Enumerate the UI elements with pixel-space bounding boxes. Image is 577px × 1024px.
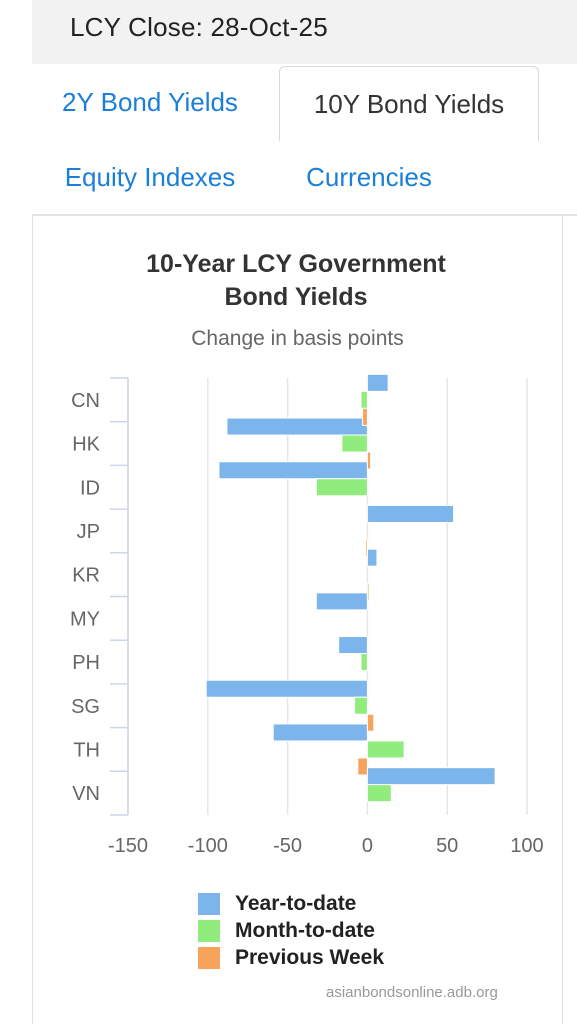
- lcy-close-label: LCY Close: 28-Oct-25: [70, 12, 328, 42]
- bar-sg-s1: [354, 696, 368, 715]
- legend-item-prev-week[interactable]: Previous Week: [198, 944, 384, 971]
- category-label-my: MY: [70, 608, 100, 630]
- category-label-jp: JP: [77, 521, 100, 543]
- bar-jp-s2: [365, 538, 368, 557]
- chart-panel: [32, 216, 563, 1024]
- header-bar: LCY Close: 28-Oct-25: [32, 0, 577, 64]
- x-tick-label: 0: [362, 835, 373, 857]
- bar-id-s0: [218, 461, 368, 480]
- x-tick-label: -50: [273, 835, 302, 857]
- tab-bar: 2Y Bond Yields 10Y Bond Yields Equity In…: [32, 64, 577, 216]
- bar-hk-s2: [366, 451, 372, 470]
- category-label-ph: PH: [72, 652, 100, 674]
- tab-equity-indexes[interactable]: Equity Indexes: [64, 161, 236, 192]
- bar-hk-s1: [341, 434, 368, 453]
- tab-2y-bond-yields[interactable]: 2Y Bond Yields: [62, 86, 238, 117]
- bar-cn-s0: [366, 373, 389, 392]
- tab-10y-bond-yields[interactable]: 10Y Bond Yields: [279, 66, 539, 141]
- bar-hk-s0: [226, 417, 368, 436]
- bar-kr-s0: [366, 548, 378, 567]
- legend-label-prev-week: Previous Week: [235, 945, 385, 969]
- bar-jp-s0: [366, 504, 455, 523]
- chart-subtitle: Change in basis points: [191, 327, 404, 350]
- legend-label-ytd: Year-to-date: [235, 891, 357, 915]
- bar-ph-s1: [360, 653, 368, 672]
- chart-legend: Year-to-date Month-to-date Previous Week: [198, 890, 384, 971]
- legend-label-mtd: Month-to-date: [235, 918, 375, 942]
- x-tick-label: 50: [436, 835, 458, 857]
- x-tick-label: -150: [108, 835, 148, 857]
- category-label-sg: SG: [71, 696, 100, 718]
- legend-item-ytd[interactable]: Year-to-date: [198, 890, 384, 917]
- bar-ph-s0: [338, 636, 368, 655]
- legend-item-mtd[interactable]: Month-to-date: [198, 917, 384, 944]
- bar-my-s0: [315, 592, 368, 611]
- bar-id-s1: [315, 478, 368, 497]
- chart-title: 10-Year LCY Government Bond Yields: [146, 250, 446, 311]
- bar-kr-s2: [366, 582, 370, 601]
- tab-currencies[interactable]: Currencies: [306, 161, 432, 192]
- legend-swatch-prev-week: [198, 946, 220, 969]
- bar-sg-s2: [366, 713, 375, 732]
- category-label-kr: KR: [72, 565, 100, 587]
- bar-chart: CN HK ID JP KR MY PH SG TH VN -150 -100 -50 0 50 100: [70, 373, 544, 857]
- bar-th-s0: [272, 723, 368, 742]
- legend-swatch-ytd: [198, 892, 220, 915]
- bar-th-s2: [357, 757, 368, 776]
- legend-swatch-mtd: [198, 919, 220, 942]
- x-tick-label: -100: [188, 835, 228, 857]
- category-label-id: ID: [80, 477, 100, 499]
- bar-th-s1: [366, 740, 405, 759]
- category-label-vn: VN: [72, 783, 100, 805]
- bar-cn-s1: [360, 390, 368, 409]
- x-tick-label: 100: [510, 835, 543, 857]
- bar-cn-s2: [362, 407, 368, 426]
- bar-vn-s1: [366, 784, 392, 803]
- credits-link[interactable]: asianbondsonline.adb.org: [326, 984, 498, 1001]
- category-label-cn: CN: [71, 390, 100, 412]
- category-label-th: TH: [73, 739, 100, 761]
- bar-vn-s0: [366, 767, 496, 786]
- category-label-hk: HK: [72, 434, 100, 456]
- bar-sg-s0: [205, 679, 368, 698]
